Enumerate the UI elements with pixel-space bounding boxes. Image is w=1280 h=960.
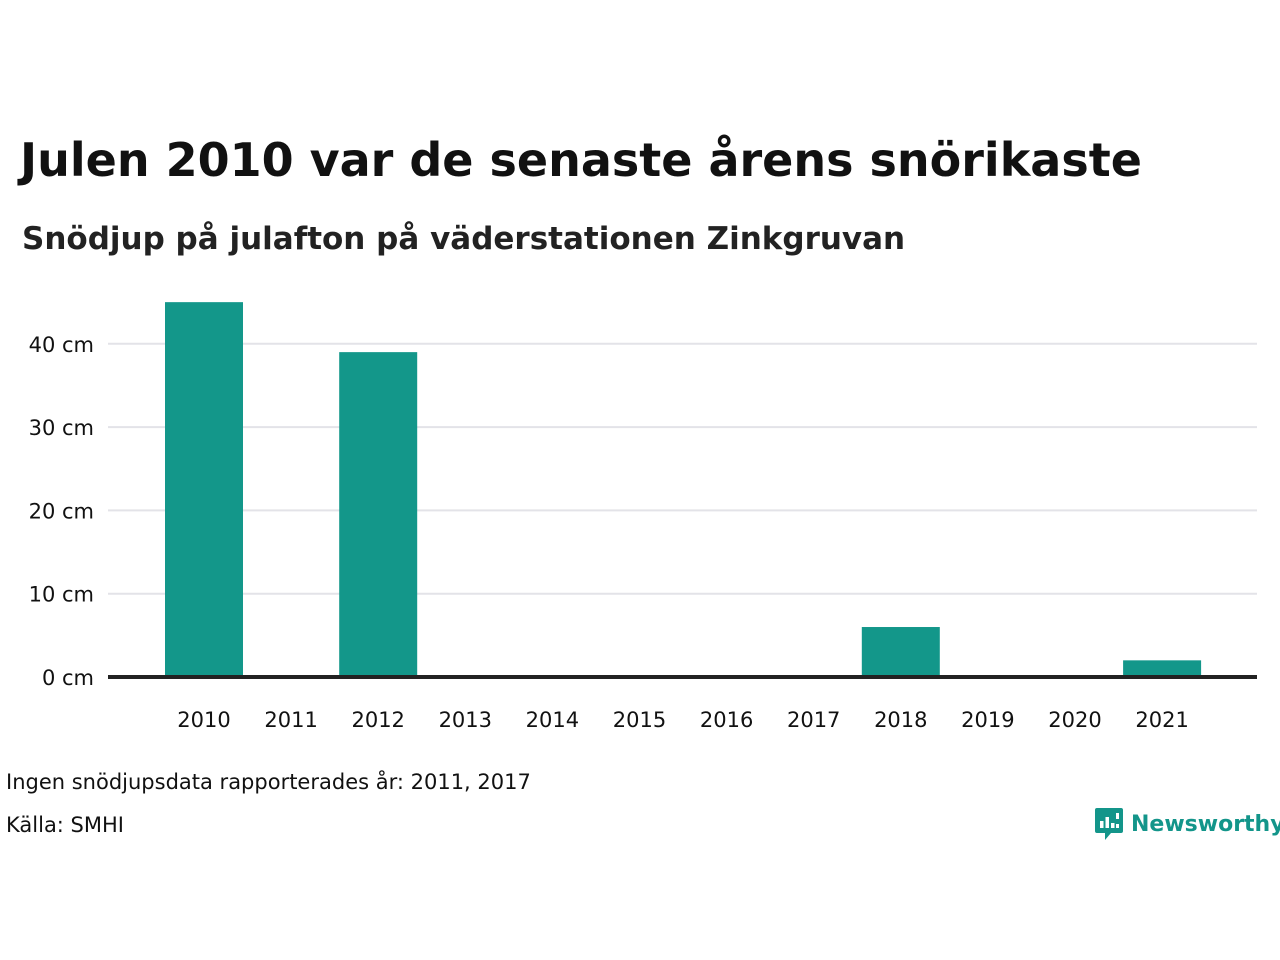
x-tick-label: 2013 (439, 708, 492, 732)
bar-2021 (1123, 660, 1202, 677)
gridlines (108, 342, 1257, 595)
y-tick-label: 40 cm (29, 333, 94, 357)
newsworthy-logo-icon (1095, 808, 1123, 840)
x-tick-label: 2017 (787, 708, 840, 732)
x-tick-label: 2019 (961, 708, 1014, 732)
x-tick-label: 2012 (351, 708, 404, 732)
x-tick-label: 2015 (613, 708, 666, 732)
y-tick-label: 30 cm (29, 416, 94, 440)
y-tick-label: 20 cm (29, 499, 94, 523)
bar-2010 (165, 302, 243, 677)
bars (165, 302, 1202, 677)
x-tick-label: 2010 (177, 708, 230, 732)
x-tick-labels: 2010 2011 2012 2013 2014 2015 2016 2017 2018 2019… (177, 708, 1189, 732)
source-note: Källa: SMHI (6, 813, 124, 837)
x-tick-label: 2016 (700, 708, 753, 732)
y-tick-labels: 0 cm 10 cm 20 cm 30 cm 40 cm (29, 333, 94, 690)
x-tick-label: 2011 (264, 708, 317, 732)
x-tick-label: 2014 (526, 708, 579, 732)
y-tick-label: 0 cm (42, 666, 94, 690)
x-tick-label: 2018 (874, 708, 927, 732)
newsworthy-logo: Newsworthy (1094, 806, 1280, 842)
chart-title: Julen 2010 var de senaste årens snörikas… (20, 133, 1142, 187)
x-tick-label: 2021 (1135, 708, 1188, 732)
chart-subtitle: Snödjup på julafton på väderstationen Zi… (22, 221, 906, 257)
bar-2012 (339, 352, 418, 677)
missing-data-note: Ingen snödjupsdata rapporterades år: 201… (6, 770, 531, 794)
bar-2018 (861, 627, 940, 677)
y-tick-label: 10 cm (29, 583, 94, 607)
x-tick-label: 2020 (1048, 708, 1101, 732)
brand-name: Newsworthy (1131, 811, 1280, 837)
